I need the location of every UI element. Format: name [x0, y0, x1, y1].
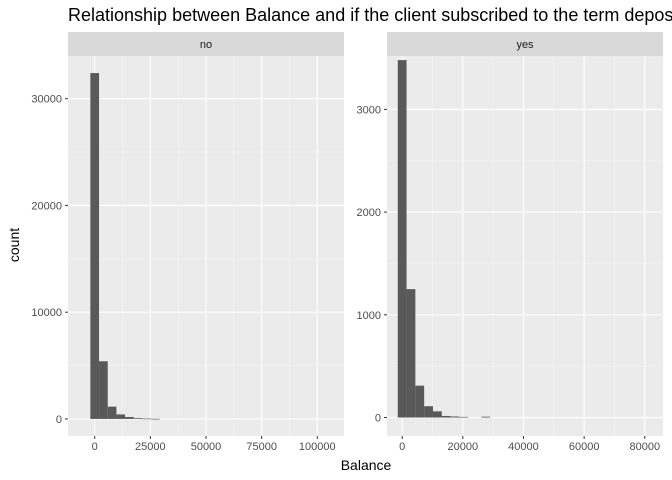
- y-tick-label: 1000: [357, 310, 381, 322]
- x-tick-label: 0: [399, 441, 405, 453]
- histogram-bar: [450, 416, 460, 418]
- histogram-bar: [151, 418, 160, 420]
- x-tick-label: 0: [92, 441, 98, 453]
- histogram-bar: [415, 385, 425, 418]
- facet-panels: no0 25000 50000 75000 1000000100002000030000…: [31, 32, 663, 453]
- histogram-bar: [142, 418, 152, 420]
- panel-background: [387, 56, 663, 436]
- x-axis-title: Balance: [341, 457, 392, 473]
- y-tick-label: 0: [375, 413, 381, 425]
- histogram-bar: [424, 406, 433, 418]
- y-tick-label: 2000: [357, 207, 381, 219]
- x-tick-label: 50000: [191, 441, 222, 453]
- histogram-bar: [432, 411, 442, 418]
- facet-strip: [68, 32, 344, 56]
- x-tick-label: 20000: [448, 441, 479, 453]
- histogram-bar: [406, 289, 416, 418]
- y-tick-label: 0: [56, 414, 62, 426]
- histogram-bar: [116, 414, 126, 419]
- histogram-bar: [125, 417, 134, 419]
- histogram-bar: [107, 406, 117, 419]
- x-tick-label: 60000: [569, 441, 600, 453]
- x-tick-label: 40000: [508, 441, 539, 453]
- facet-no: no 0 25000 50000 75000 100000 0 10000 20000 30000: [31, 32, 344, 453]
- y-tick-label: 3000: [357, 104, 381, 116]
- histogram-bar: [459, 416, 469, 418]
- histogram-bar: [397, 60, 407, 418]
- y-tick-label: 30000: [31, 94, 62, 106]
- facet-strip: [387, 32, 663, 56]
- x-tick-label: 100000: [299, 441, 336, 453]
- histogram-bar: [90, 73, 100, 419]
- histogram-bar: [133, 418, 143, 419]
- y-tick-label: 20000: [31, 200, 62, 212]
- facet-strip-label: yes: [516, 39, 534, 51]
- chart-title: Relationship between Balance and if the …: [68, 5, 672, 25]
- histogram-bar: [481, 416, 491, 418]
- y-axis-title: count: [6, 228, 22, 262]
- x-tick-label: 75000: [246, 441, 277, 453]
- x-tick-label: 80000: [630, 441, 661, 453]
- facet-yes: yes 0 20000 40000 60000 80000 0 1000 2000 3000: [357, 32, 663, 453]
- histogram-bar: [441, 415, 451, 418]
- x-tick-label: 25000: [135, 441, 166, 453]
- histogram-bar: [99, 361, 108, 419]
- facet-strip-label: no: [200, 39, 212, 51]
- y-tick-label: 10000: [31, 307, 62, 319]
